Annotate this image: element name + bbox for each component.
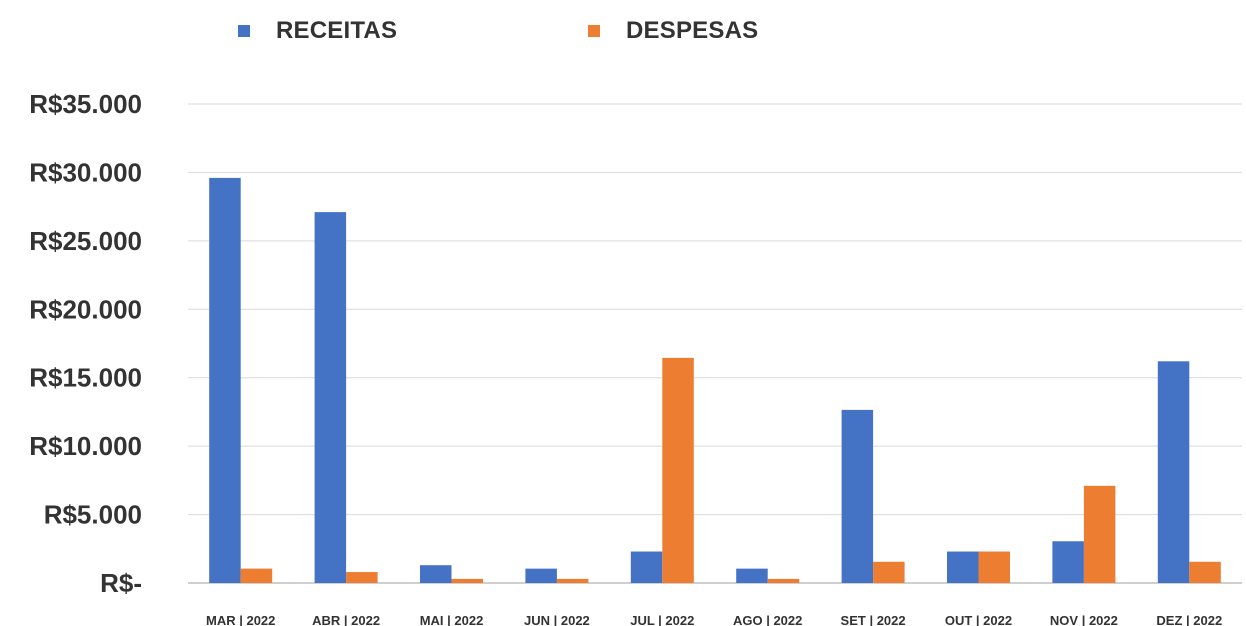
bar-despesas-8 [978,551,1010,583]
x-tick-label: NOV | 2022 [1050,613,1118,626]
bar-despesas-1 [240,568,273,583]
x-tick-label: JUL | 2022 [630,613,694,626]
x-tick-label: ABR | 2022 [312,613,380,626]
y-tick-label: R$15.000 [29,363,142,393]
bar-receitas-10 [1157,361,1190,583]
legend-item-despesas: DESPESAS [588,14,758,48]
x-tick-label: MAI | 2022 [420,613,484,626]
y-tick-label: R$10.000 [29,431,142,461]
y-axis: R$- R$5.000 R$10.000 R$15.000 R$20.000 R$25.0… [29,89,142,598]
bar-receitas-3 [420,565,452,583]
x-tick-label: OUT | 2022 [945,613,1012,626]
bar-receitas-8 [947,551,979,583]
bar-despesas-9 [1083,485,1116,583]
bar-despesas-5 [662,357,694,583]
legend-label-receitas: RECEITAS [276,17,398,44]
legend-swatch-receitas [238,25,250,37]
bar-receitas-5 [630,551,663,583]
y-tick-label: R$35.000 [29,89,142,119]
bar-receitas-2 [314,212,347,584]
bar-despesas-7 [873,561,905,583]
y-tick-label: R$- [100,568,142,598]
x-tick-label: JUN | 2022 [524,613,590,626]
bar-despesas-6 [767,578,800,583]
bar-receitas-6 [736,568,768,583]
bars [209,177,1221,584]
bar-receitas-9 [1052,541,1084,583]
bar-despesas-10 [1189,561,1221,583]
y-tick-label: R$30.000 [29,157,142,187]
legend-label-despesas: DESPESAS [626,17,759,44]
bar-receitas-7 [841,409,874,583]
x-axis: MAR | 2022 ABR | 2022 MAI | 2022 JUN | 2022… [206,613,1222,626]
x-tick-label: DEZ | 2022 [1156,613,1222,626]
legend-swatch-despesas [588,25,600,37]
y-tick-label: R$5.000 [44,500,142,530]
y-tick-label: R$25.000 [29,226,142,256]
x-tick-label: SET | 2022 [841,613,906,626]
y-tick-label: R$20.000 [29,294,142,324]
bar-receitas-4 [525,568,557,583]
x-tick-label: AGO | 2022 [733,613,802,626]
x-tick-label: MAR | 2022 [206,613,275,626]
bar-despesas-2 [346,572,378,583]
legend-item-receitas: RECEITAS [238,14,397,48]
bar-despesas-3 [451,578,483,583]
bar-receitas-1 [209,177,241,583]
chart-legend: RECEITAS DESPESAS [0,14,1246,48]
bar-despesas-4 [556,578,589,583]
